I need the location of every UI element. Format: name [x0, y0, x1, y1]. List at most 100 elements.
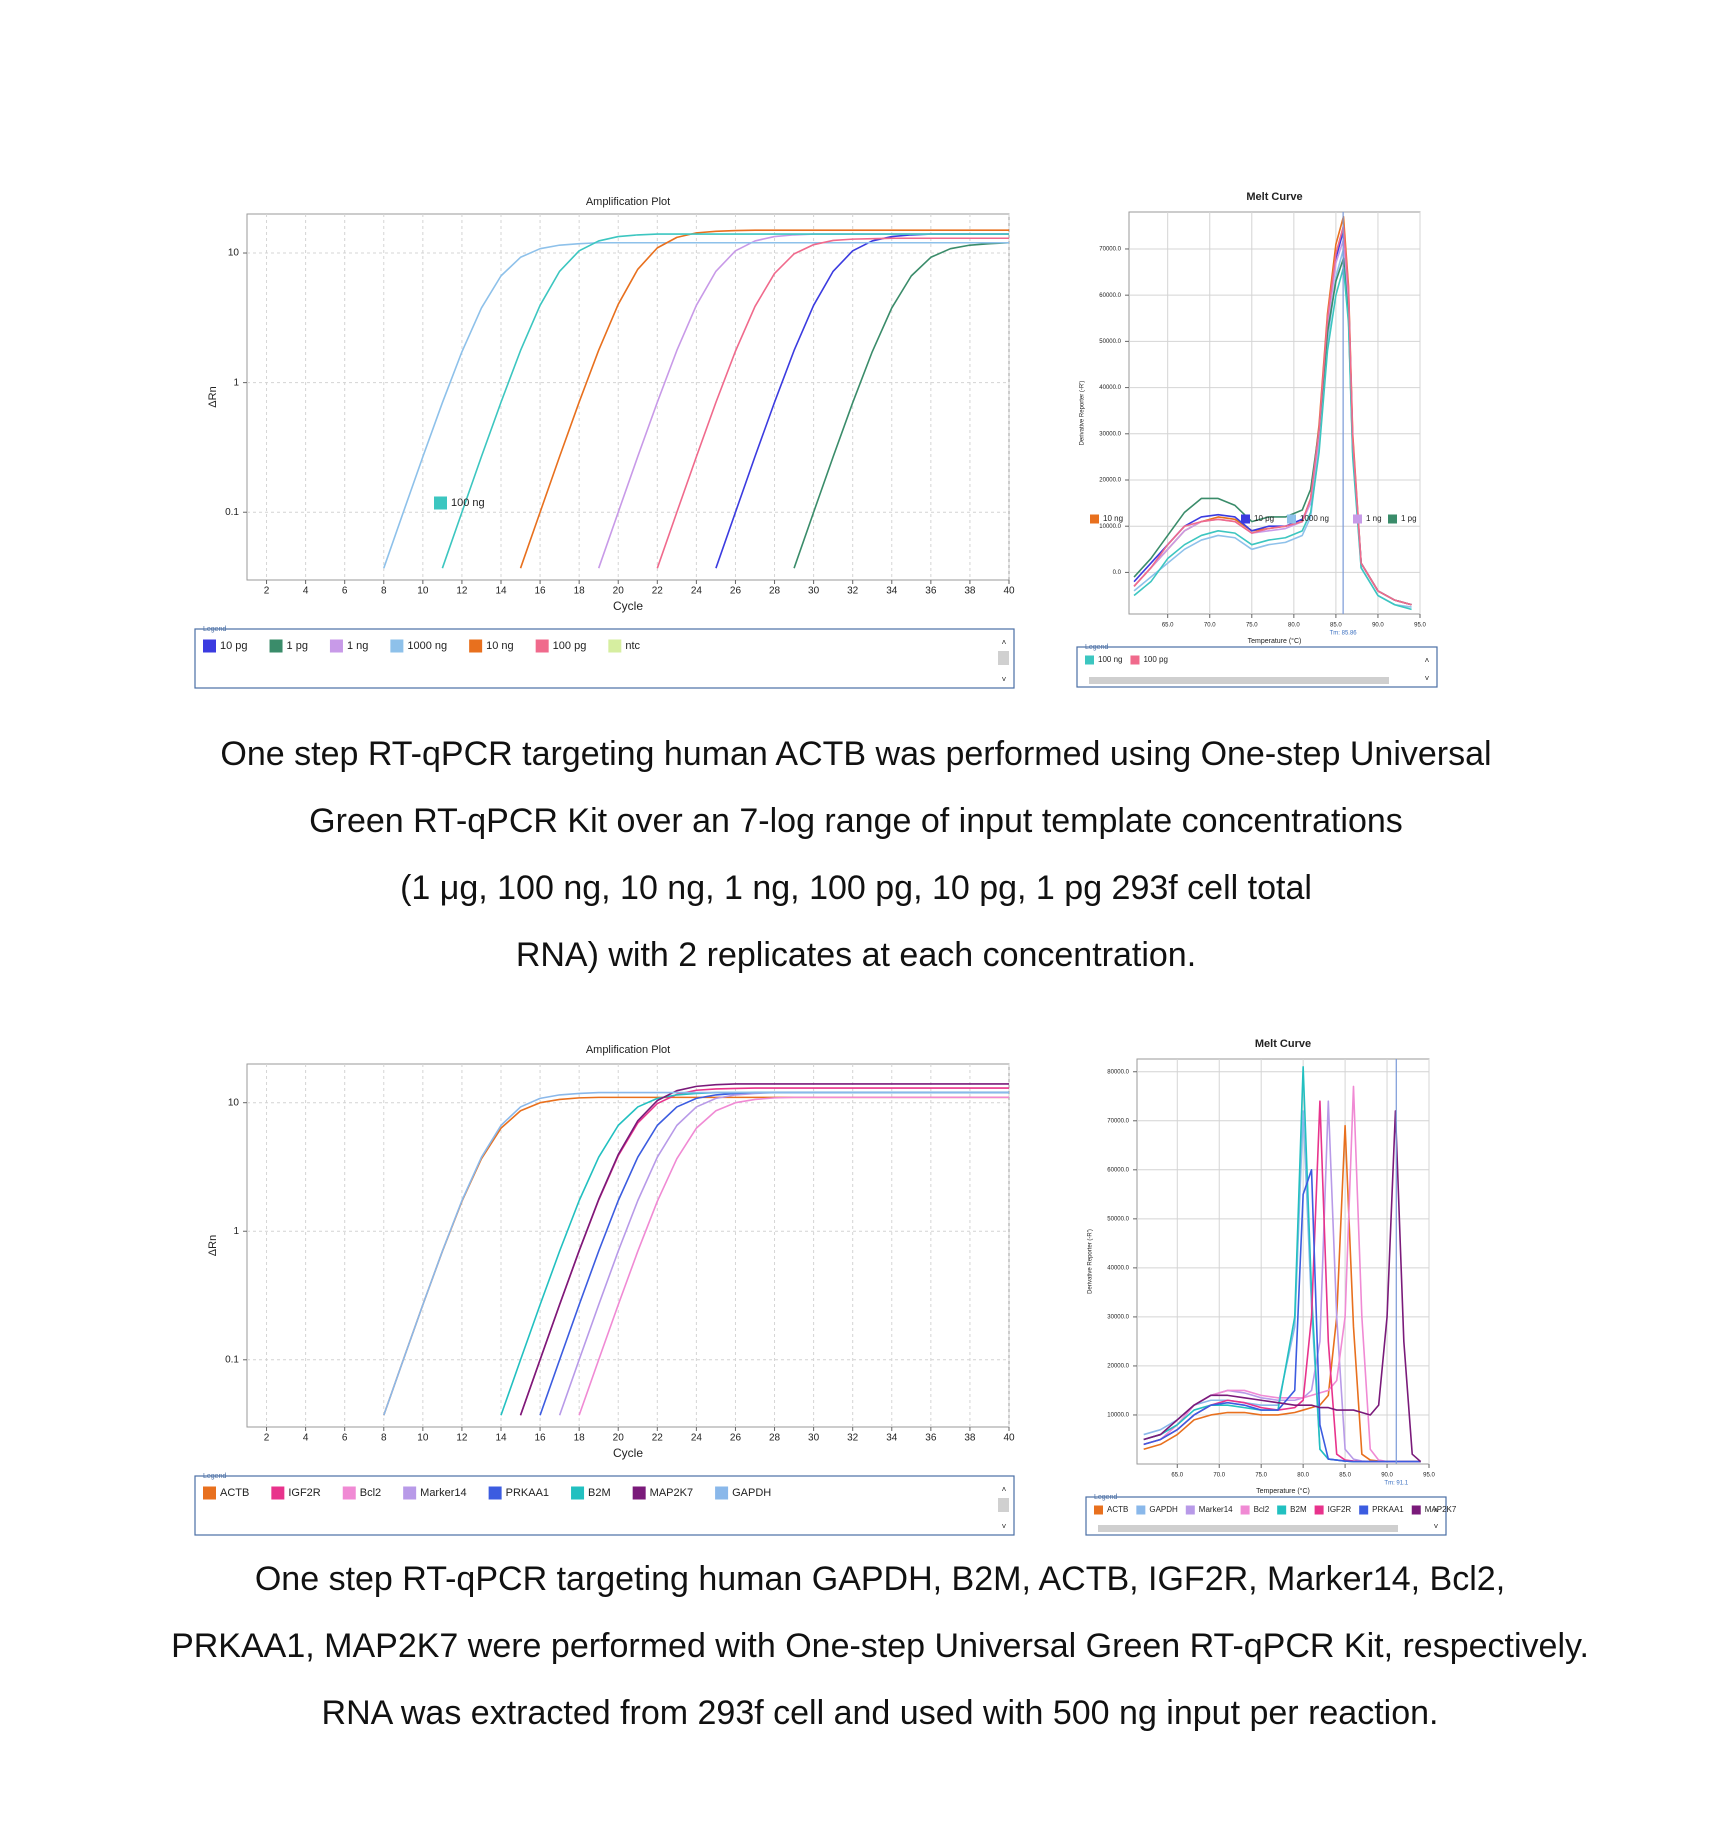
legend-swatch — [608, 639, 622, 653]
legend-swatch — [1287, 514, 1296, 524]
legend-label: ACTB — [1107, 1505, 1128, 1514]
x-tick-label: 26 — [730, 586, 742, 597]
x-tick-label: 40 — [1003, 586, 1015, 597]
legend-label: GAPDH — [732, 1487, 771, 1499]
x-tick-label: 38 — [964, 586, 976, 597]
x-tick-label: 24 — [691, 586, 703, 597]
scroll-up: ˄ — [1434, 1506, 1439, 1515]
x-tick-label: 28 — [769, 586, 781, 597]
x-tick-label: 40 — [1003, 1433, 1015, 1444]
legend-label: 100 ng — [451, 497, 485, 509]
x-tick-label: 30 — [808, 586, 820, 597]
x-tick-label: 85.0 — [1330, 623, 1342, 629]
legend-label: Bcl2 — [360, 1487, 381, 1499]
y-tick-label: 70000.0 — [1107, 1118, 1129, 1124]
x-axis-label: Cycle — [613, 1446, 643, 1460]
x-tick-label: 16 — [535, 586, 547, 597]
legend-swatch — [203, 1486, 216, 1500]
x-tick-label: 2 — [264, 586, 270, 597]
caption-line: One step RT-qPCR targeting human GAPDH, … — [255, 1560, 1505, 1598]
legend-label: 100 pg — [553, 640, 587, 652]
x-tick-label: 65.0 — [1171, 1473, 1183, 1479]
tm-label: Tm: 91.1 — [1384, 1481, 1408, 1487]
x-tick-label: 80.0 — [1288, 623, 1300, 629]
legend-label: PRKAA1 — [506, 1487, 549, 1499]
x-tick-label: 90.0 — [1381, 1473, 1393, 1479]
y-tick-label: 1 — [233, 377, 239, 388]
legend-swatch — [403, 1486, 417, 1500]
legend-title: Legend — [203, 1473, 226, 1480]
series-line — [519, 229, 1009, 569]
x-tick-label: 2 — [264, 1433, 270, 1444]
legend-label: 1000 ng — [407, 640, 447, 652]
legend-swatch — [488, 1486, 502, 1500]
caption-line: (1 μg, 100 ng, 10 ng, 1 ng, 100 pg, 10 p… — [400, 869, 1312, 907]
caption-line: One step RT-qPCR targeting human ACTB wa… — [220, 735, 1491, 773]
x-tick-label: 38 — [964, 1433, 976, 1444]
x-tick-label: 4 — [303, 1433, 309, 1444]
series-line — [519, 1083, 1009, 1416]
legend-swatch — [434, 496, 447, 510]
legend-swatch — [1353, 514, 1362, 524]
series-line — [793, 241, 1009, 569]
scroll-up: ˄ — [1002, 638, 1007, 647]
legend-swatch — [1185, 1505, 1195, 1515]
legend-swatch — [1094, 1505, 1103, 1515]
y-tick-label: 20000.0 — [1099, 478, 1121, 484]
y-tick-label: 1 — [233, 1226, 239, 1237]
legend-label: Bcl2 — [1254, 1505, 1270, 1514]
y-tick-label: 30000.0 — [1099, 431, 1121, 437]
legend-swatch — [1388, 514, 1397, 524]
y-tick-label: 40000.0 — [1099, 385, 1121, 391]
x-tick-label: 12 — [456, 586, 468, 597]
legend-label: B2M — [588, 1487, 611, 1499]
scroll-down: ˅ — [1002, 675, 1007, 684]
y-axis-label: Derivative Reporter (-R') — [1080, 381, 1086, 446]
legend-swatch — [1314, 1505, 1324, 1515]
x-tick-label: 26 — [730, 1433, 742, 1444]
legend-swatch — [203, 639, 216, 653]
x-tick-label: 34 — [886, 586, 898, 597]
y-tick-label: 20000.0 — [1107, 1364, 1129, 1370]
x-tick-label: 32 — [847, 1433, 859, 1444]
tm-label: Tm: 85.86 — [1330, 631, 1358, 637]
x-tick-label: 70.0 — [1204, 623, 1216, 629]
x-tick-label: 65.0 — [1162, 623, 1174, 629]
x-tick-label: 14 — [495, 1433, 507, 1444]
y-tick-label: 0.1 — [225, 1354, 239, 1365]
x-tick-label: 70.0 — [1213, 1473, 1225, 1479]
y-tick-label: 50000.0 — [1107, 1216, 1129, 1222]
legend-swatch — [632, 1486, 646, 1500]
scroll-down: ˅ — [1434, 1522, 1439, 1531]
caption-line: RNA was extracted from 293f cell and use… — [322, 1694, 1439, 1732]
legend-label: MAP2K7 — [650, 1487, 693, 1499]
legend-swatch — [571, 1486, 585, 1500]
x-tick-label: 95.0 — [1414, 623, 1426, 629]
x-tick-label: 18 — [574, 1433, 586, 1444]
x-tick-label: 75.0 — [1246, 623, 1258, 629]
legend-label: ntc — [625, 640, 640, 652]
caption-line: RNA) with 2 replicates at each concentra… — [516, 936, 1196, 974]
x-tick-label: 10 — [417, 1433, 429, 1444]
legend-swatch — [269, 639, 283, 653]
caption-line: Green RT-qPCR Kit over an 7-log range of… — [309, 802, 1403, 840]
legend-swatch — [329, 639, 343, 653]
x-tick-label: 30 — [808, 1433, 820, 1444]
x-tick-label: 8 — [381, 1433, 387, 1444]
legend-swatch — [535, 639, 549, 653]
legend-label: 100 ng — [1098, 655, 1122, 664]
legend-label: 10 ng — [486, 640, 514, 652]
plot-area — [1136, 1058, 1430, 1465]
y-tick-label: 0.1 — [225, 507, 239, 518]
legend-title: Legend — [1094, 1494, 1117, 1501]
x-tick-label: 32 — [847, 586, 859, 597]
x-axis-label: Temperature (°C) — [1248, 637, 1302, 645]
x-tick-label: 12 — [456, 1433, 468, 1444]
legend-swatch — [1241, 514, 1250, 524]
legend-swatch — [1359, 1505, 1369, 1515]
x-axis-label: Cycle — [613, 599, 643, 613]
y-axis-label: ΔRn — [207, 1235, 219, 1256]
legend-swatch — [1090, 514, 1099, 524]
x-tick-label: 16 — [535, 1433, 547, 1444]
